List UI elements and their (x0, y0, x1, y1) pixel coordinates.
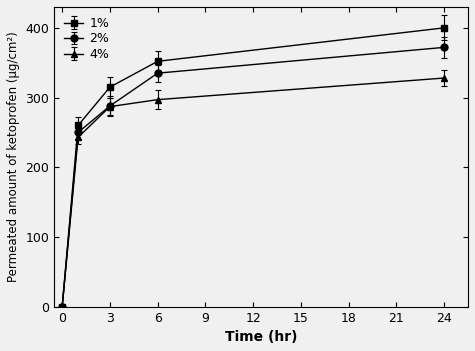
Y-axis label: Permeated amount of ketoprofen (μg/cm²): Permeated amount of ketoprofen (μg/cm²) (7, 32, 20, 282)
Legend: 1%, 2%, 4%: 1%, 2%, 4% (60, 13, 113, 65)
X-axis label: Time (hr): Time (hr) (225, 330, 297, 344)
